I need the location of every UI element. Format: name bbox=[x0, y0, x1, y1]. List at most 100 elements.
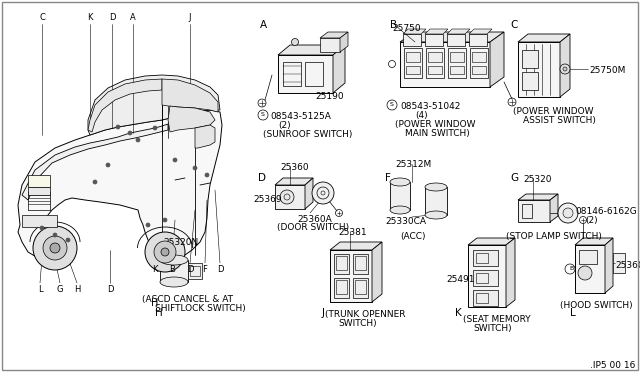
Circle shape bbox=[53, 233, 57, 237]
Text: 25312M: 25312M bbox=[395, 160, 431, 169]
Circle shape bbox=[291, 38, 298, 45]
Bar bbox=[522, 50, 538, 68]
Text: F: F bbox=[203, 265, 207, 274]
Bar bbox=[330, 250, 372, 302]
Bar bbox=[472, 66, 486, 74]
Circle shape bbox=[193, 166, 197, 170]
Polygon shape bbox=[372, 242, 382, 302]
Text: 25360A: 25360A bbox=[297, 215, 332, 224]
Text: H: H bbox=[151, 298, 159, 308]
Text: S: S bbox=[261, 112, 265, 118]
Bar bbox=[473, 270, 498, 286]
Bar bbox=[469, 34, 487, 46]
Bar bbox=[428, 66, 442, 74]
Text: .IP5 00 16: .IP5 00 16 bbox=[589, 361, 635, 370]
Text: ASSIST SWITCH): ASSIST SWITCH) bbox=[523, 116, 596, 125]
Bar bbox=[476, 273, 488, 283]
Circle shape bbox=[93, 180, 97, 184]
Text: 08543-5125A: 08543-5125A bbox=[270, 112, 331, 121]
Circle shape bbox=[312, 182, 334, 204]
Bar bbox=[28, 187, 50, 195]
Text: A: A bbox=[260, 20, 267, 30]
Bar bbox=[470, 48, 488, 78]
Polygon shape bbox=[275, 178, 313, 185]
Text: (TRUNK OPENNER: (TRUNK OPENNER bbox=[325, 310, 406, 319]
Circle shape bbox=[136, 138, 140, 142]
Text: (STOP LAMP SWITCH): (STOP LAMP SWITCH) bbox=[506, 232, 602, 241]
Polygon shape bbox=[195, 125, 215, 148]
Polygon shape bbox=[447, 29, 470, 34]
Text: L: L bbox=[38, 285, 42, 294]
Polygon shape bbox=[468, 238, 515, 245]
Circle shape bbox=[163, 218, 167, 222]
Text: J: J bbox=[189, 13, 191, 22]
Circle shape bbox=[128, 131, 132, 135]
Bar bbox=[355, 280, 366, 294]
Circle shape bbox=[146, 223, 150, 227]
Ellipse shape bbox=[425, 211, 447, 219]
Text: (ACC): (ACC) bbox=[400, 232, 426, 241]
Bar bbox=[426, 48, 444, 78]
Polygon shape bbox=[400, 32, 504, 42]
Bar bbox=[468, 245, 506, 307]
Text: SWITCH): SWITCH) bbox=[473, 324, 511, 333]
Text: (SUNROOF SWITCH): (SUNROOF SWITCH) bbox=[263, 130, 353, 139]
Ellipse shape bbox=[390, 206, 410, 214]
Bar bbox=[305, 62, 323, 86]
Bar bbox=[334, 278, 349, 298]
Text: (2): (2) bbox=[585, 216, 598, 225]
Circle shape bbox=[40, 226, 44, 230]
Circle shape bbox=[50, 243, 60, 253]
Text: 08543-51042: 08543-51042 bbox=[400, 102, 460, 111]
Text: D: D bbox=[258, 173, 266, 183]
Text: (POWER WINDOW: (POWER WINDOW bbox=[395, 120, 476, 129]
Bar bbox=[428, 52, 442, 62]
Bar bbox=[403, 34, 421, 46]
Bar bbox=[522, 204, 532, 218]
Text: B: B bbox=[569, 266, 573, 270]
Text: 25330CA: 25330CA bbox=[385, 217, 426, 226]
Circle shape bbox=[154, 241, 176, 263]
Bar bbox=[575, 245, 605, 293]
Bar bbox=[283, 62, 301, 86]
Text: 25491: 25491 bbox=[446, 275, 474, 284]
Text: D: D bbox=[109, 13, 115, 22]
Polygon shape bbox=[575, 238, 613, 245]
Bar bbox=[190, 266, 200, 276]
Circle shape bbox=[205, 173, 209, 177]
Bar bbox=[425, 187, 447, 215]
Bar bbox=[613, 253, 625, 273]
Polygon shape bbox=[333, 45, 345, 93]
Polygon shape bbox=[550, 194, 558, 222]
Polygon shape bbox=[340, 32, 348, 52]
Polygon shape bbox=[305, 178, 313, 209]
Polygon shape bbox=[605, 238, 613, 293]
Text: MAIN SWITCH): MAIN SWITCH) bbox=[405, 129, 470, 138]
Bar bbox=[447, 34, 465, 46]
Text: K: K bbox=[152, 265, 157, 274]
Text: 25320N: 25320N bbox=[163, 238, 198, 247]
Bar bbox=[353, 278, 368, 298]
Polygon shape bbox=[278, 45, 345, 55]
Bar bbox=[336, 256, 347, 270]
Circle shape bbox=[578, 266, 592, 280]
Circle shape bbox=[558, 203, 578, 223]
Polygon shape bbox=[403, 29, 426, 34]
Text: H: H bbox=[155, 308, 163, 318]
Text: H: H bbox=[74, 285, 80, 294]
Circle shape bbox=[145, 232, 185, 272]
Text: 25369: 25369 bbox=[253, 195, 282, 204]
Text: (SEAT MEMORY: (SEAT MEMORY bbox=[463, 315, 531, 324]
Bar bbox=[472, 52, 486, 62]
Circle shape bbox=[563, 208, 573, 218]
Text: 25320: 25320 bbox=[523, 175, 552, 184]
Text: (POWER WINDOW: (POWER WINDOW bbox=[513, 107, 593, 116]
Ellipse shape bbox=[160, 255, 188, 265]
Bar bbox=[320, 38, 340, 52]
Polygon shape bbox=[88, 79, 162, 132]
Text: (2): (2) bbox=[278, 121, 291, 130]
Circle shape bbox=[161, 248, 169, 256]
Polygon shape bbox=[168, 106, 215, 132]
Bar bbox=[22, 215, 57, 227]
Circle shape bbox=[153, 126, 157, 130]
